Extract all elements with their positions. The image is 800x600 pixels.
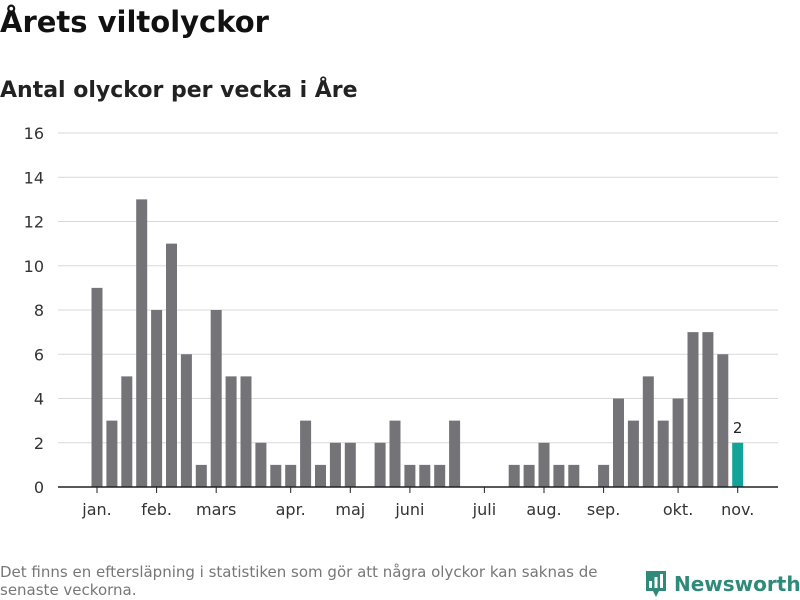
bar <box>672 398 684 487</box>
bar <box>687 332 699 487</box>
data-label: 2 <box>733 419 743 437</box>
chart-subtitle: Antal olyckor per vecka i Åre <box>0 78 358 103</box>
bar <box>91 287 103 487</box>
bar <box>270 464 282 487</box>
x-tick-label: maj <box>335 500 365 519</box>
y-tick-label: 8 <box>34 301 44 320</box>
bar <box>523 464 535 487</box>
bar <box>508 464 520 487</box>
x-tick-label: jan. <box>81 500 111 519</box>
bar <box>657 420 669 487</box>
bar <box>568 464 580 487</box>
bar <box>255 442 267 487</box>
brand-logo: Newsworthy <box>644 568 800 600</box>
bar <box>180 354 192 487</box>
bar <box>642 376 654 487</box>
brand-name: Newsworthy <box>674 572 800 596</box>
y-tick-label: 4 <box>34 390 44 409</box>
bar <box>225 376 237 487</box>
bar <box>613 398 624 487</box>
y-tick-label: 6 <box>34 345 44 364</box>
bar <box>553 464 565 487</box>
bar <box>627 420 639 487</box>
bar <box>434 464 446 487</box>
x-tick-label: juli <box>472 500 496 519</box>
bar <box>538 442 550 487</box>
x-tick-label: sep. <box>587 500 620 519</box>
newsworthy-icon <box>646 571 666 597</box>
bar <box>404 464 416 487</box>
bar <box>285 464 297 487</box>
x-tick-label: apr. <box>276 500 306 519</box>
bar <box>717 354 729 487</box>
y-tick-label: 2 <box>34 434 44 453</box>
bar <box>151 310 163 487</box>
x-tick-label: nov. <box>721 500 754 519</box>
bar <box>106 420 118 487</box>
bar <box>121 376 133 487</box>
bar <box>240 376 252 487</box>
bar <box>210 310 222 487</box>
bar <box>329 442 341 487</box>
bar <box>344 442 356 487</box>
bar <box>449 420 461 487</box>
bar <box>166 243 177 487</box>
bar-chart: 0 2 4 6 8 10 12 14 16 jan. feb. mars apr. maj juni juli… <box>24 124 778 519</box>
bar <box>702 332 714 487</box>
y-tick-label: 0 <box>34 478 44 497</box>
x-tick-label: aug. <box>526 500 561 519</box>
bar <box>195 464 207 487</box>
y-tick-label: 10 <box>24 257 44 276</box>
y-tick-label: 12 <box>24 213 44 232</box>
bar <box>300 420 312 487</box>
bar <box>419 464 431 487</box>
chart-title: Årets viltolyckor <box>0 5 269 39</box>
x-tick-label: okt. <box>663 500 693 519</box>
bar <box>136 199 148 487</box>
footnote: Det finns en eftersläpning i statistiken… <box>0 563 598 599</box>
bar <box>598 464 610 487</box>
x-tick-label: feb. <box>141 500 172 519</box>
y-tick-label: 14 <box>24 168 44 187</box>
y-tick-label: 16 <box>24 124 44 143</box>
bar <box>389 420 401 487</box>
bar <box>315 464 326 487</box>
bar <box>732 442 744 487</box>
bar <box>374 442 386 487</box>
x-tick-label: juni <box>394 500 424 519</box>
x-tick-label: mars <box>196 500 236 519</box>
